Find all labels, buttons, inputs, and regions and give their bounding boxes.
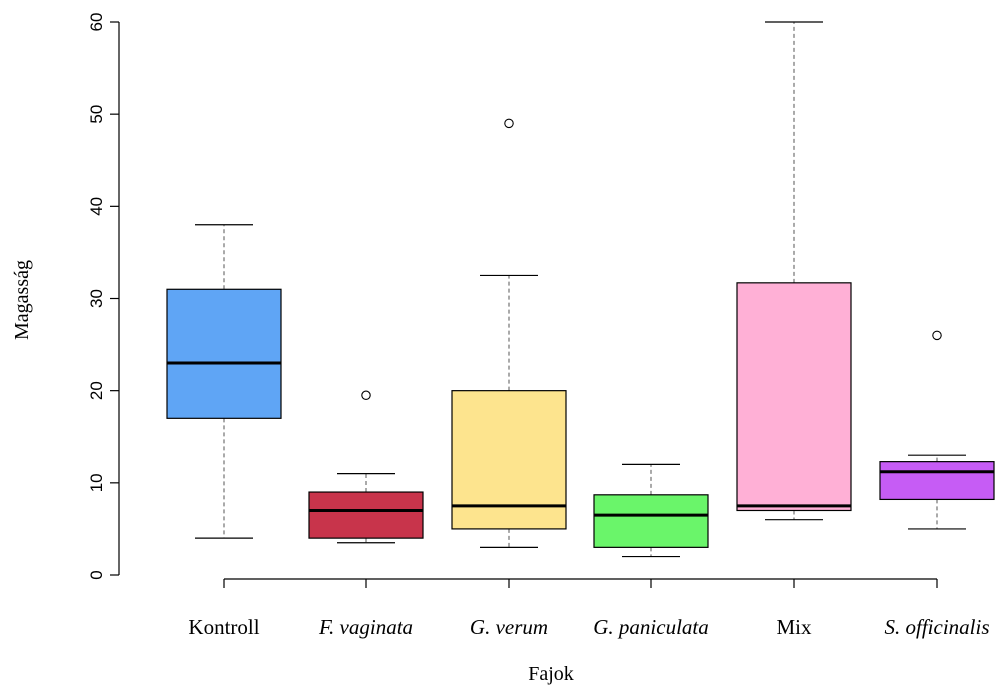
box bbox=[308, 491, 424, 539]
x-axis-label: Fajok bbox=[528, 663, 574, 685]
x-axis: Kontroll F. vaginata G. verum G. paniculata… bbox=[188, 578, 990, 639]
box bbox=[451, 390, 567, 530]
box-group bbox=[451, 118, 567, 548]
x-tick-label: G. paniculata bbox=[593, 615, 709, 639]
y-tick-label: 40 bbox=[87, 197, 106, 216]
x-tick-label: G. verum bbox=[470, 615, 548, 639]
y-tick-label: 0 bbox=[87, 570, 106, 579]
x-tick-label: S. officinalis bbox=[885, 615, 990, 639]
y-tick-label: 10 bbox=[87, 473, 106, 492]
box bbox=[736, 282, 852, 512]
box bbox=[166, 288, 282, 419]
x-tick-label: Mix bbox=[776, 615, 812, 639]
y-tick-label: 50 bbox=[87, 105, 106, 124]
y-tick-label: 60 bbox=[87, 13, 106, 32]
box-group bbox=[879, 330, 995, 530]
y-tick-label: 20 bbox=[87, 381, 106, 400]
boxes bbox=[166, 21, 995, 558]
outlier-point bbox=[361, 390, 371, 401]
y-axis: 0 10 20 30 40 50 60 bbox=[87, 13, 120, 580]
x-tick-label: Kontroll bbox=[188, 615, 259, 639]
outlier-point bbox=[504, 118, 514, 129]
box bbox=[593, 494, 709, 548]
y-tick-label: 30 bbox=[87, 289, 106, 308]
box-group bbox=[166, 224, 282, 539]
box bbox=[879, 461, 995, 501]
box-group bbox=[593, 463, 709, 558]
outlier-point bbox=[932, 330, 942, 341]
box-group bbox=[308, 390, 424, 544]
y-axis-label: Magasság bbox=[11, 260, 33, 340]
x-tick-label: F. vaginata bbox=[318, 615, 413, 639]
box-group bbox=[736, 21, 852, 521]
